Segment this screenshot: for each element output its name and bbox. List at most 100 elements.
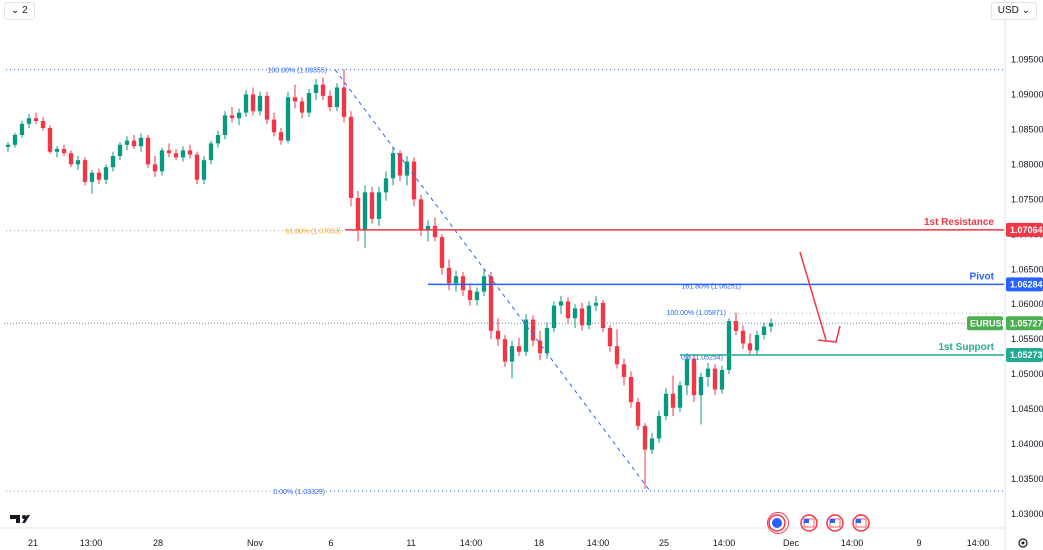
candle-body (607, 327, 613, 347)
candle-body (194, 154, 200, 180)
candle-body (432, 225, 438, 238)
candle-body (215, 135, 221, 144)
support-price-tag (1006, 348, 1043, 363)
candle-body (663, 393, 669, 417)
resistance-price-tag (1006, 222, 1043, 237)
event-globe-icon[interactable] (768, 514, 786, 532)
candle-body (159, 150, 165, 172)
candle-body (236, 112, 242, 119)
candle-body (19, 123, 25, 136)
candle-body (201, 160, 207, 180)
candle-body (89, 172, 95, 182)
candle-body (523, 319, 529, 352)
candle-body (740, 330, 746, 344)
candle-body (61, 148, 67, 154)
candle-body (12, 135, 18, 145)
candle-body (586, 305, 592, 326)
candle-body (418, 199, 424, 231)
candle-body (292, 97, 298, 102)
candle-body (40, 121, 46, 129)
candle-body (565, 301, 571, 319)
time-tick-label: 28 (153, 538, 163, 548)
candle-body (173, 153, 179, 158)
candle-body (166, 150, 172, 154)
price-tick-label: 1.03500 (1011, 474, 1043, 484)
candle-body (656, 416, 662, 439)
candle-body (558, 301, 564, 306)
candle-body (733, 321, 739, 331)
candle-body (467, 290, 473, 301)
event-us-flag-icon[interactable] (852, 514, 870, 532)
price-tick-label: 1.05500 (1011, 334, 1043, 344)
candle-body (544, 327, 550, 354)
economic-events[interactable] (767, 512, 870, 534)
candle-body (355, 197, 361, 231)
time-tick-label: 21 (28, 538, 38, 548)
price-tick-label: 1.06000 (1011, 299, 1043, 309)
candle-body (180, 150, 186, 158)
candle-body (411, 161, 417, 200)
event-flag-canton (830, 519, 835, 523)
candle-body (390, 153, 396, 179)
candle-body (712, 368, 718, 390)
candle-body (278, 132, 284, 141)
candle-body (579, 308, 585, 326)
candle-body (250, 94, 256, 112)
tradingview-logo[interactable] (10, 515, 30, 523)
fib2-top-label: 100.00% (1.05871) (666, 310, 726, 317)
candle-body (103, 167, 109, 180)
candle-body (551, 305, 557, 328)
pivot-price-tag (1006, 277, 1043, 292)
time-tick-label: 14:00 (713, 538, 736, 548)
symbol-tag-text: EURUSD (970, 318, 1009, 328)
currency-select[interactable]: USD ⌄ (990, 2, 1037, 20)
event-us-flag-icon[interactable] (826, 514, 844, 532)
price-tick-label: 1.08000 (1011, 159, 1043, 169)
candle-body (33, 118, 39, 122)
candlestick-series (5, 69, 774, 489)
candle-body (271, 119, 277, 133)
candle-body (124, 140, 130, 145)
price-axis[interactable]: 1.09500 1.09000 1.08500 1.08000 1.07500 1.070… (1004, 0, 1043, 550)
candle-body (327, 95, 333, 108)
candle-body (684, 358, 690, 386)
series-count-button[interactable]: ⌄ 2 (4, 2, 35, 20)
fib-trendline (334, 69, 651, 492)
candle-body (516, 346, 522, 352)
candle-body (754, 334, 760, 351)
candle-body (26, 118, 32, 124)
candle-body (376, 192, 382, 219)
support-label: 1st Support (938, 342, 994, 353)
chart-drawings[interactable]: 100.00% (1.09355) 61.80% (1.07053) 0.00% (… (4, 68, 1009, 496)
candle-body (54, 148, 60, 152)
time-axis[interactable]: 21 13:00 28 Nov 6 11 14:00 18 14:00 25 14:00 Dec 14:… (0, 527, 1005, 548)
candle-body (47, 128, 53, 152)
price-tick-label: 1.03000 (1011, 509, 1043, 519)
candle-body (488, 276, 494, 331)
candle-body (698, 376, 704, 396)
candle-body (453, 276, 459, 284)
time-tick-label: 9 (916, 538, 921, 548)
candle-body (138, 137, 144, 147)
symbol-tag (967, 316, 1003, 331)
candle-body (152, 164, 158, 172)
candle-body (306, 93, 312, 113)
candle-body (691, 358, 697, 396)
price-tick-label: 1.04000 (1011, 439, 1043, 449)
candle-body (761, 326, 767, 335)
time-tick-label: 14:00 (841, 538, 864, 548)
candle-body (313, 84, 319, 94)
candle-body (145, 137, 151, 165)
fib2-low-label: 0% (1.05254) (681, 354, 723, 361)
candle-body (187, 150, 193, 155)
candle-body (628, 376, 634, 403)
settings-gear-icon[interactable] (1018, 538, 1028, 548)
fib-bottom-label: 0.00% (1.03329) (273, 489, 325, 496)
time-tick-label: 6 (328, 538, 333, 548)
candle-body (670, 393, 676, 408)
event-us-flag-icon[interactable] (800, 514, 818, 532)
price-tick-label: 1.09000 (1011, 89, 1043, 99)
candle-body (572, 308, 578, 319)
price-tick-label: 1.07500 (1011, 194, 1043, 204)
